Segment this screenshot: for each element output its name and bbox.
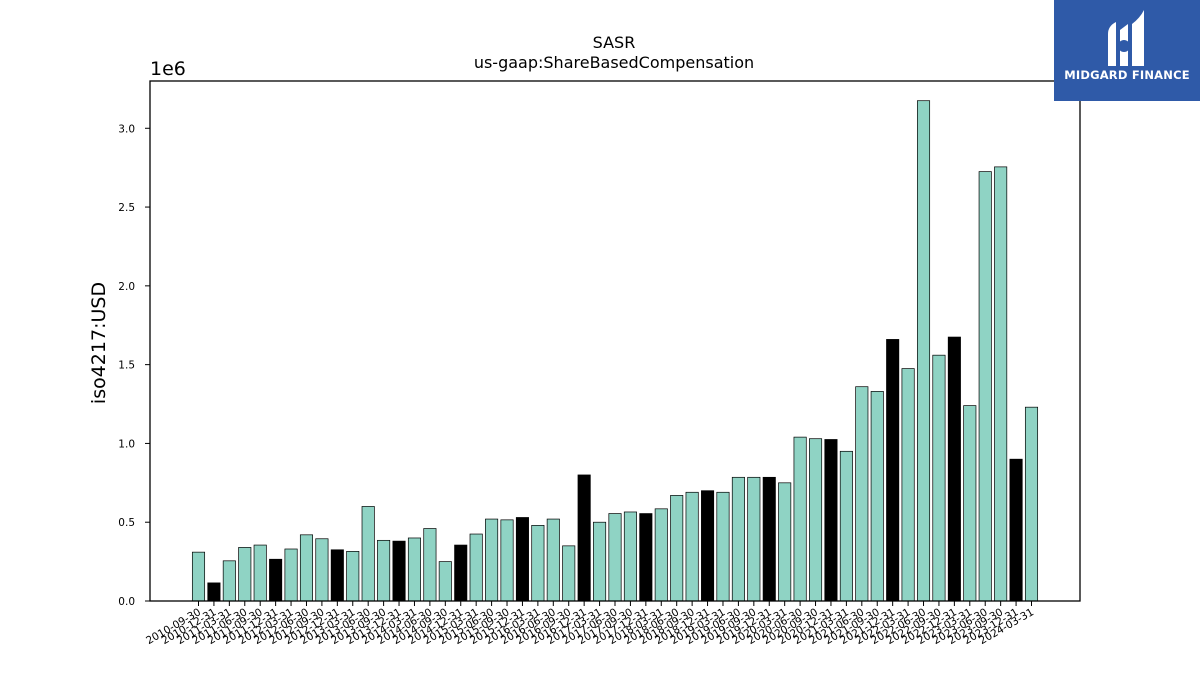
bar-2020-03-31 [778,482,792,602]
bar-2015-06-30 [485,518,499,602]
bar-2013-03-31 [346,551,360,602]
bar-2013-06-30 [361,506,375,602]
bar-2023-03-31 [963,405,977,602]
bar-2020-09-30 [809,438,823,602]
bar-2014-12-31 [454,544,468,602]
plot-frame [149,80,1081,602]
bar-2021-06-30 [855,386,869,602]
bar-2017-03-31 [593,521,607,602]
brand-name: MIDGARD FINANCE [1064,68,1190,82]
y-axis-label: iso4217:USD [88,282,110,404]
y-tick-label: 0.0 [118,596,135,608]
x-axis-ticks: 2010-09-302010-12-312011-03-312011-06-30… [144,601,1036,647]
bar-2019-06-30 [731,476,745,602]
bar-2022-09-30 [932,354,946,602]
bar-2011-06-30 [238,547,252,602]
bar-2018-03-31 [654,508,668,602]
bar-2016-06-30 [546,518,560,602]
y-tick-label: 2.5 [118,202,135,214]
bar-2013-09-30 [377,539,391,602]
bar-2021-03-31 [839,450,853,602]
y-tick-label: 0.5 [118,517,135,529]
bar-2017-12-31 [639,513,653,602]
midgard-logo-icon [1108,10,1144,66]
bar-2016-12-31 [577,474,591,602]
bar-2023-09-30 [994,166,1008,602]
bar-2022-12-31 [947,336,961,602]
chart-title: SASR [593,33,636,52]
brand-logo: MIDGARD FINANCE [1054,0,1200,101]
y-axis-ticks: 0.0 0.5 1.0 1.5 2.0 2.5 3.0 [118,123,150,608]
bar-2018-06-30 [670,495,684,602]
bar-2016-09-30 [562,545,576,602]
bar-2020-06-30 [793,436,807,602]
y-tick-label: 1.5 [118,360,135,372]
bar-2021-12-31 [886,339,900,602]
bar-2022-03-31 [901,368,915,602]
bar-2019-03-31 [716,491,730,602]
bar-2011-12-31 [269,558,283,602]
bar-2021-09-30 [870,391,884,602]
bar-2018-12-31 [701,490,715,602]
bar-2015-12-31 [515,517,529,602]
bar-2010-12-31 [207,582,221,602]
chart-subtitle: us-gaap:ShareBasedCompensation [474,53,754,72]
bar-2019-09-30 [747,476,761,602]
y-tick-label: 1.0 [118,438,135,450]
bar-2016-03-31 [531,525,545,602]
y-offset-label: 1e6 [150,58,186,80]
bar-2019-12-31 [762,476,776,602]
bars-group [191,100,1039,602]
bar-2011-09-30 [253,544,267,602]
bar-2014-09-30 [438,561,452,602]
bar-2012-03-31 [284,548,298,602]
bar-2012-09-30 [315,538,329,602]
bar-2015-03-31 [469,533,483,602]
y-tick-label: 2.0 [118,281,135,293]
bar-2013-12-31 [392,540,406,602]
bar-2017-09-30 [623,511,637,602]
bar-2022-06-30 [916,100,931,602]
bar-2012-06-30 [299,534,313,602]
y-tick-label: 3.0 [118,123,135,135]
bar-2015-09-30 [500,519,514,602]
bar-2010-09-30 [191,551,206,602]
bar-2012-12-31 [330,549,344,602]
bar-2023-12-31 [1009,458,1023,602]
bar-2020-12-31 [824,439,838,602]
bar-2014-03-31 [407,537,421,602]
bar-2023-06-30 [978,171,992,602]
bar-2011-03-31 [222,560,236,602]
bar-2014-06-30 [423,528,437,602]
bar-2024-03-31 [1024,406,1039,602]
bar-2017-06-30 [608,513,622,602]
bar-2018-09-30 [685,491,699,602]
